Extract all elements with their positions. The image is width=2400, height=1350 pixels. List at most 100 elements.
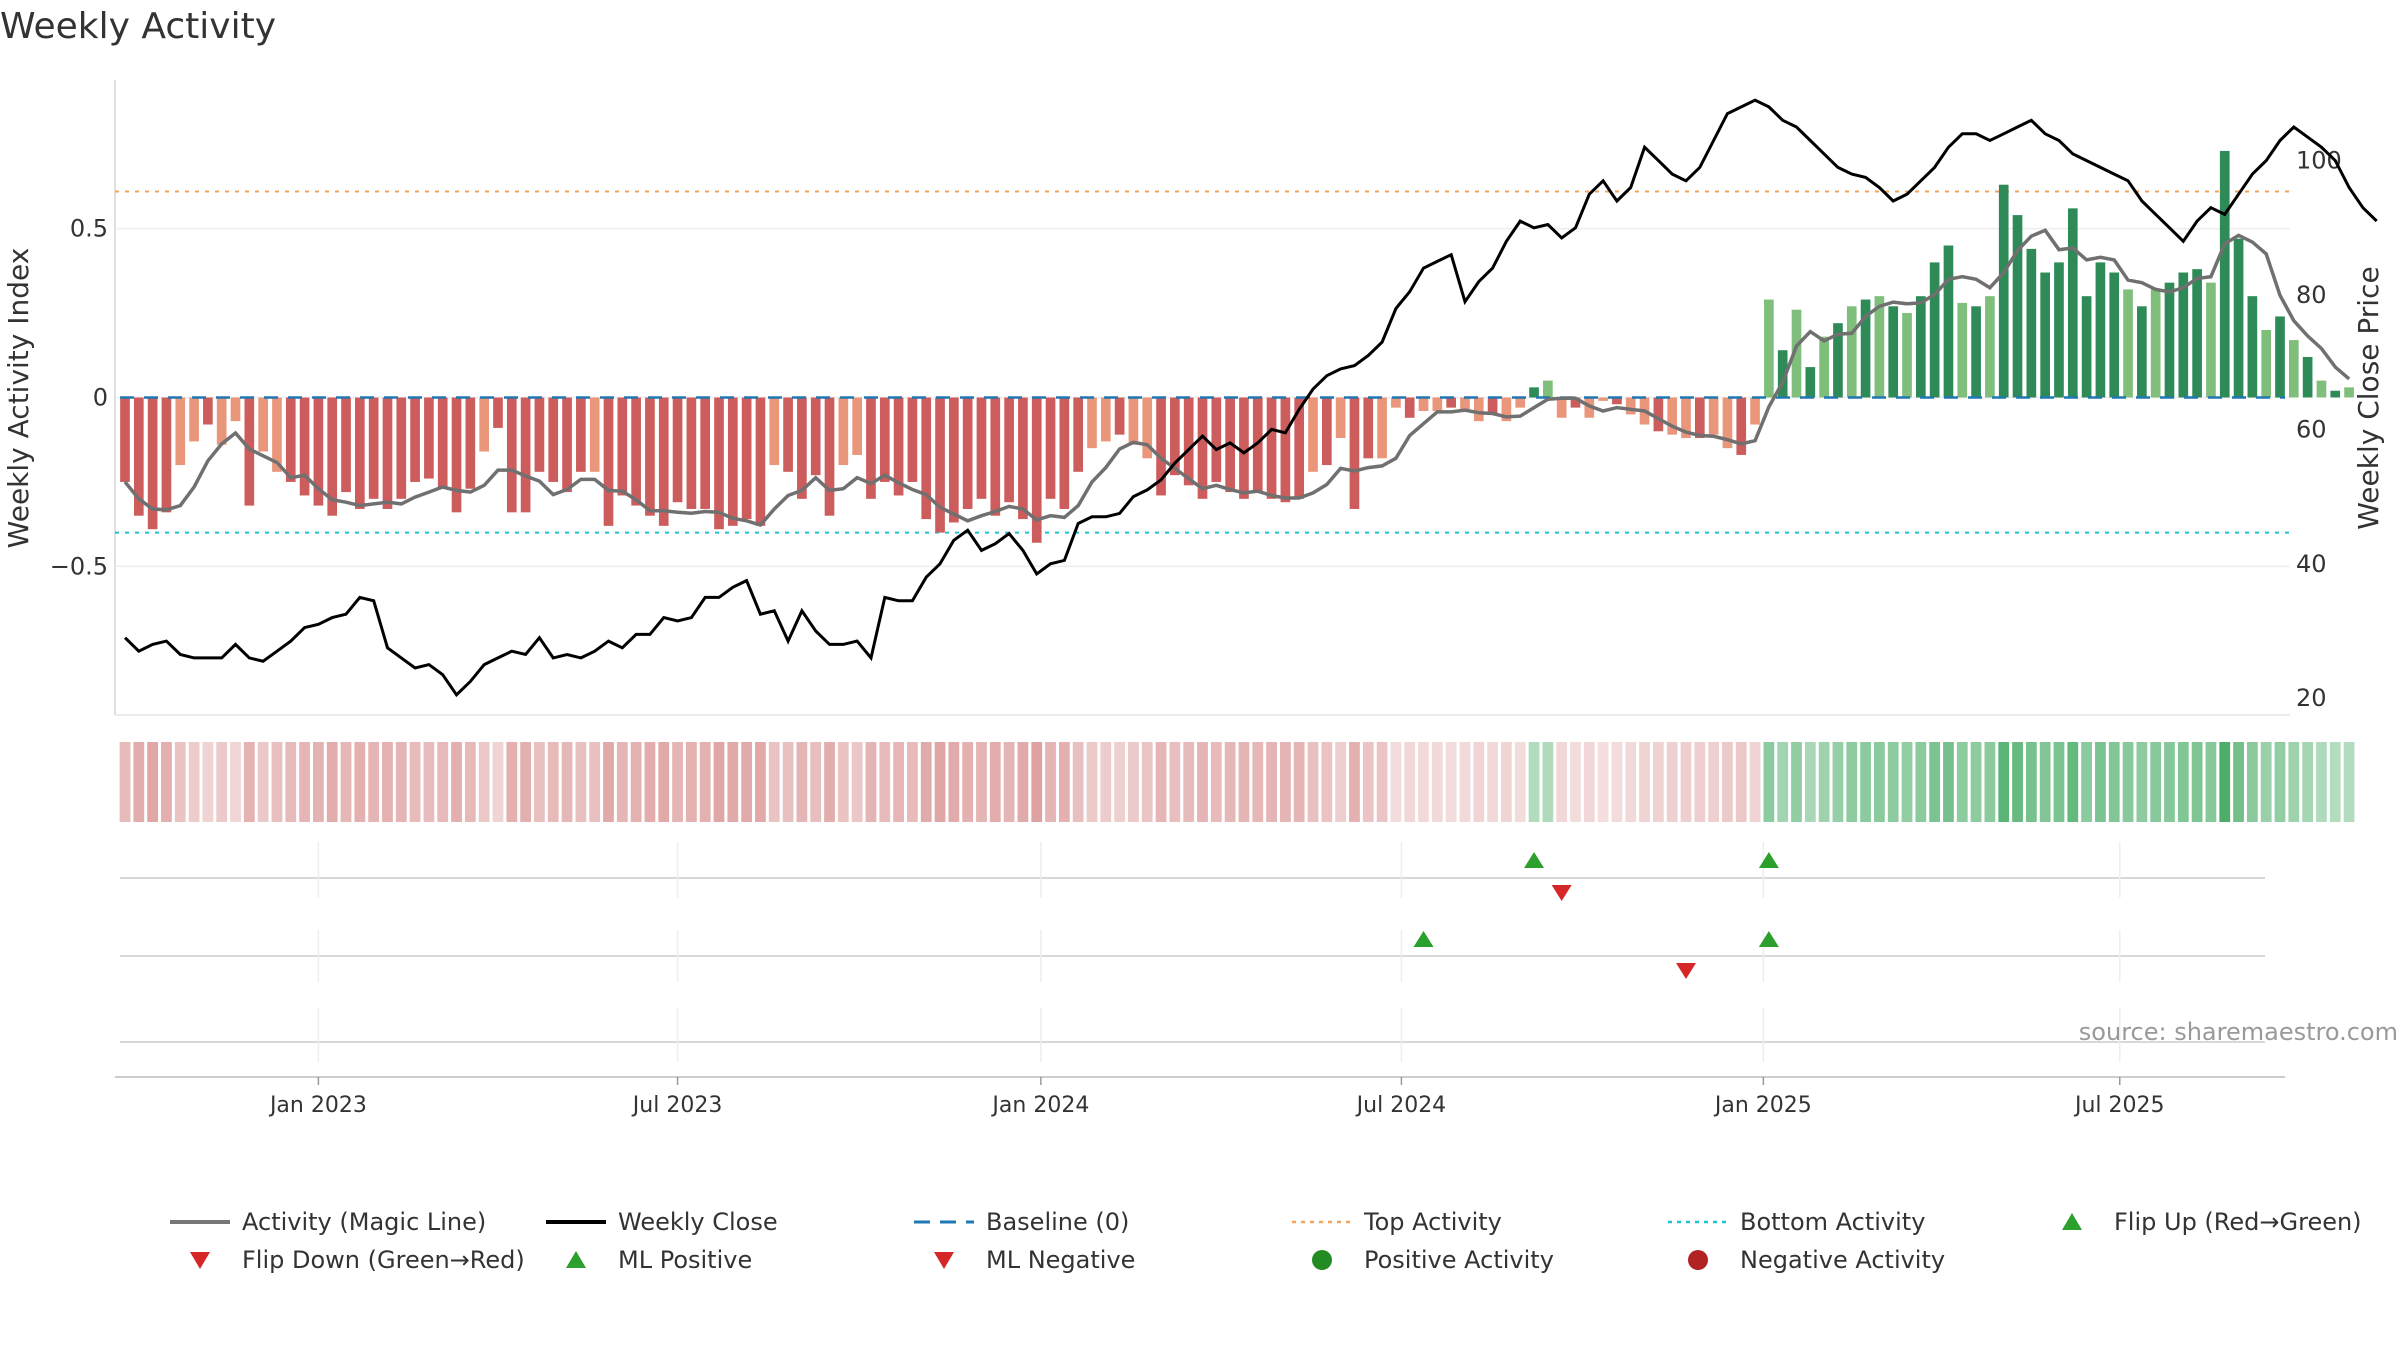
- activity-bar: [1418, 397, 1429, 412]
- heat-cell: [2081, 742, 2092, 822]
- activity-bar: [1612, 397, 1622, 405]
- activity-bar: [1667, 397, 1678, 435]
- activity-bar: [2054, 262, 2064, 398]
- heat-cell: [1749, 742, 1761, 822]
- x-tick-label: Jul 2025: [2073, 1093, 2165, 1118]
- heat-cell: [1680, 742, 1692, 822]
- activity-bar: [714, 397, 724, 530]
- legend-item: Baseline (0): [912, 1208, 1129, 1236]
- heat-cell: [561, 742, 573, 822]
- heat-cell: [1763, 742, 1775, 822]
- activity-bar: [2330, 390, 2341, 398]
- activity-bar: [1570, 397, 1581, 408]
- x-axis: Jan 2023 Jul 2023 Jan 2024 Jul 2024 Jan 2025…: [115, 1076, 2285, 1118]
- activity-bar: [990, 397, 1001, 516]
- heat-cell: [976, 742, 987, 822]
- activity-bar: [1625, 397, 1636, 415]
- activity-bar: [893, 397, 904, 496]
- heat-cell: [2122, 742, 2134, 822]
- heat-cell: [1390, 742, 1402, 822]
- heat-cell: [907, 742, 918, 822]
- heat-cell: [1998, 742, 2010, 822]
- activity-bar: [810, 397, 821, 476]
- magic-line: [123, 228, 2351, 528]
- activity-bar: [741, 397, 752, 520]
- activity-bar: [576, 397, 586, 472]
- activity-bar: [1073, 397, 1084, 472]
- heat-cell: [2067, 742, 2079, 822]
- activity-bar: [2344, 387, 2354, 398]
- activity-bar: [1460, 397, 1470, 412]
- activity-bar: [907, 397, 918, 482]
- legend-swatch: [1668, 1220, 1728, 1224]
- activity-bar: [2067, 208, 2078, 398]
- legend-label: Flip Down (Green→Red): [242, 1246, 525, 1274]
- heat-cell: [1252, 742, 1264, 822]
- heat-cell: [506, 742, 518, 822]
- heat-cell: [1804, 742, 1816, 822]
- activity-bar: [1556, 397, 1567, 418]
- heat-cell: [547, 742, 559, 822]
- heat-cell: [1639, 742, 1650, 822]
- heat-cell: [1293, 742, 1305, 822]
- activity-bar: [161, 397, 172, 513]
- activity-bar: [1100, 397, 1111, 442]
- activity-bar: [866, 397, 876, 499]
- activity-bar: [1501, 397, 1512, 422]
- heat-cell: [534, 742, 545, 822]
- heat-cell: [2012, 742, 2023, 822]
- activity-bar: [1764, 299, 1774, 398]
- activity-bar: [2012, 215, 2023, 398]
- legend-item: Flip Up (Red→Green): [2040, 1208, 2362, 1236]
- heat-cell: [1666, 742, 1678, 822]
- activity-bar: [534, 397, 545, 472]
- legend-item: Positive Activity: [1290, 1246, 1554, 1274]
- legend-item: ML Negative: [912, 1246, 1135, 1274]
- flip-up-marker: [1758, 852, 1779, 868]
- activity-bar: [506, 397, 517, 513]
- heat-cell: [1956, 742, 1968, 822]
- activity-bar: [727, 397, 738, 526]
- heat-cell: [271, 742, 283, 822]
- heat-cell: [644, 742, 656, 822]
- heat-cell: [1003, 742, 1015, 822]
- activity-bar: [1957, 302, 1968, 398]
- activity-bar: [1874, 296, 1885, 398]
- signal-panels: [120, 842, 2265, 1062]
- activity-bar: [355, 397, 365, 509]
- heat-cell: [1431, 742, 1443, 822]
- activity-bar: [451, 397, 462, 513]
- heat-cell: [409, 742, 421, 822]
- heat-cell: [1321, 742, 1333, 822]
- activity-bar: [1294, 397, 1305, 499]
- activity-bar: [1363, 397, 1374, 459]
- legend-label: Top Activity: [1364, 1208, 1502, 1236]
- heat-cell: [161, 742, 172, 822]
- heat-cell: [1542, 742, 1554, 822]
- heat-cell: [837, 742, 849, 822]
- activity-bar: [658, 397, 669, 526]
- heat-cell: [423, 742, 435, 822]
- activity-bar: [1321, 397, 1332, 466]
- heat-cell: [879, 742, 891, 822]
- activity-bar: [949, 397, 959, 523]
- heat-cell: [616, 742, 628, 822]
- heat-cell: [1846, 742, 1858, 822]
- heat-cell: [1832, 742, 1844, 822]
- activity-bar: [2316, 380, 2327, 398]
- heat-cell: [1473, 742, 1485, 822]
- heat-cell: [2205, 742, 2217, 822]
- activity-bar: [1225, 397, 1235, 493]
- heat-cell: [1652, 742, 1664, 822]
- activity-bar: [1653, 397, 1664, 432]
- activity-bar: [1833, 323, 1843, 398]
- heat-cell: [1722, 742, 1733, 822]
- activity-bar: [1404, 397, 1415, 418]
- activity-bar: [2040, 272, 2050, 398]
- legend-item: Top Activity: [1290, 1208, 1502, 1236]
- heat-cell: [1349, 742, 1360, 822]
- heat-cell: [1072, 742, 1084, 822]
- heat-cell: [1514, 742, 1526, 822]
- activity-bar: [1722, 397, 1733, 449]
- heat-cell: [755, 742, 766, 822]
